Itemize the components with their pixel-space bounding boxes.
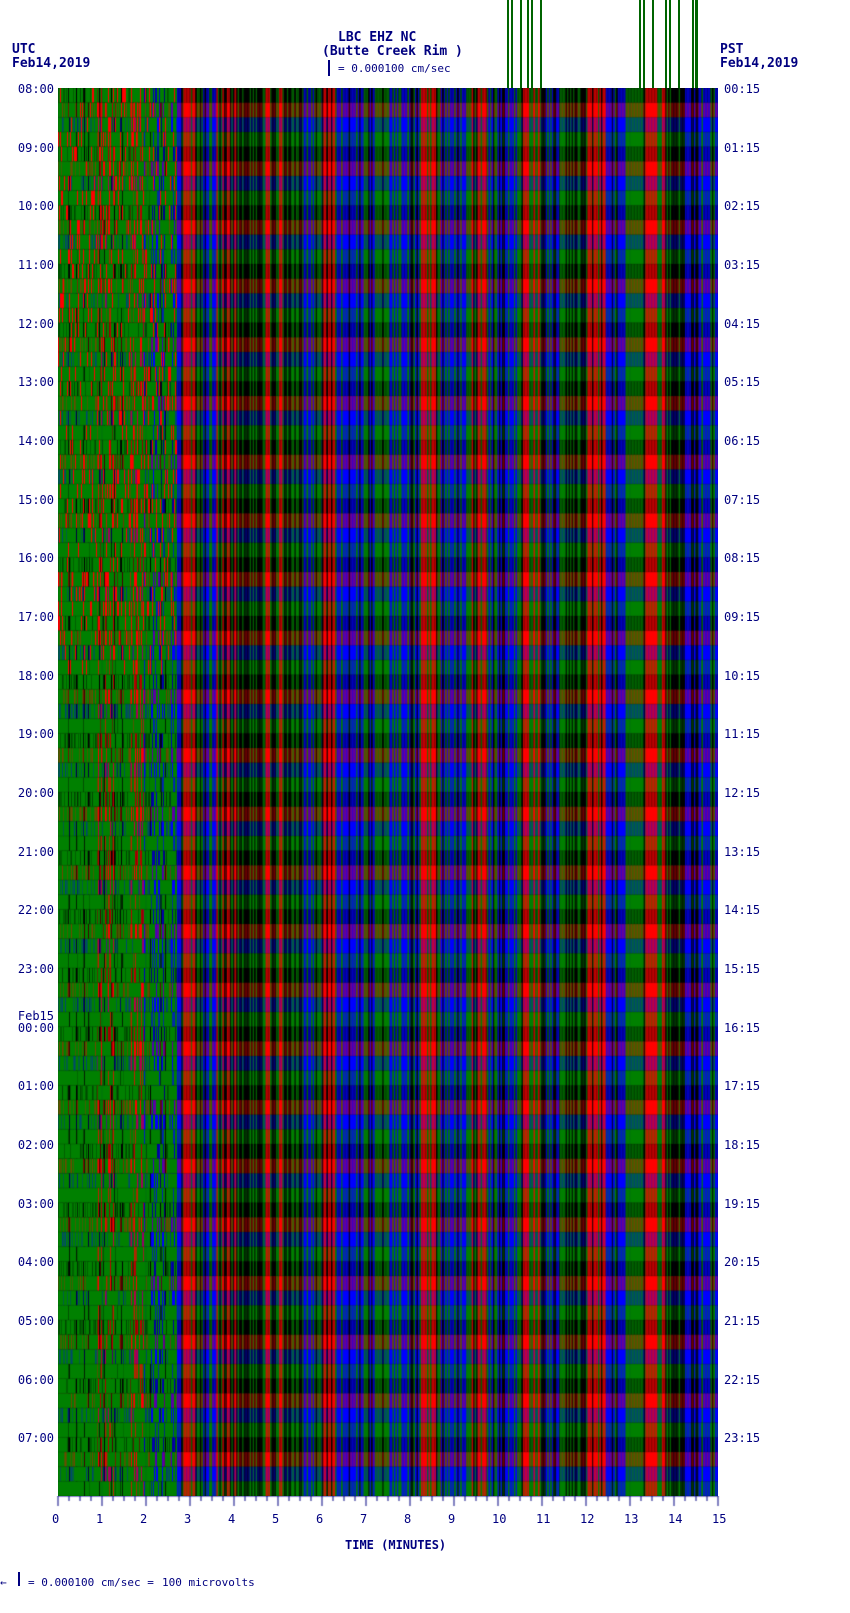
top-spike: [643, 0, 645, 88]
y-left-tick: 09:00: [4, 141, 54, 155]
footer-arrow-icon: ←: [0, 1576, 7, 1589]
top-spike: [669, 0, 671, 88]
y-left-tick: 06:00: [4, 1373, 54, 1387]
y-left-tick: 02:00: [4, 1138, 54, 1152]
y-left-tick: 00:00: [4, 1021, 54, 1035]
seismogram-canvas: [58, 88, 718, 1496]
y-left-tick: 15:00: [4, 493, 54, 507]
x-tick: 12: [580, 1512, 594, 1526]
y-right-tick: 01:15: [724, 141, 760, 155]
y-left-tick: 22:00: [4, 903, 54, 917]
x-tick: 8: [404, 1512, 411, 1526]
seismogram-plot: [58, 88, 718, 1496]
y-left-tick: 20:00: [4, 786, 54, 800]
y-left-tick: 12:00: [4, 317, 54, 331]
x-tick: 9: [448, 1512, 455, 1526]
y-right-tick: 20:15: [724, 1255, 760, 1269]
y-left-tick: 10:00: [4, 199, 54, 213]
top-spike: [639, 0, 641, 88]
y-left-tick: 03:00: [4, 1197, 54, 1211]
x-tick: 15: [712, 1512, 726, 1526]
footer-scale-text: = 0.000100 cm/sec =: [28, 1576, 154, 1589]
station-code: LBC EHZ NC: [338, 30, 416, 45]
y-left-tick: 14:00: [4, 434, 54, 448]
y-left-tick: 08:00: [4, 82, 54, 96]
y-left-tick: 23:00: [4, 962, 54, 976]
top-spike: [665, 0, 667, 88]
top-spike: [511, 0, 513, 88]
y-right-tick: 00:15: [724, 82, 760, 96]
header-scale-bar-icon: [328, 60, 330, 76]
header-scale-note: = 0.000100 cm/sec: [338, 62, 451, 75]
y-right-tick: 11:15: [724, 727, 760, 741]
utc-date: Feb14,2019: [12, 56, 90, 71]
top-spike: [540, 0, 542, 88]
y-left-tick: 11:00: [4, 258, 54, 272]
x-tick: 3: [184, 1512, 191, 1526]
x-tick: 10: [492, 1512, 506, 1526]
footer-microvolts: 100 microvolts: [162, 1576, 255, 1589]
footer-scale-bar-icon: [18, 1572, 20, 1586]
pst-date: Feb14,2019: [720, 56, 798, 71]
x-tick: 7: [360, 1512, 367, 1526]
y-left-tick: 01:00: [4, 1079, 54, 1093]
x-tick: 0: [52, 1512, 59, 1526]
y-right-tick: 03:15: [724, 258, 760, 272]
top-spike: [695, 0, 697, 88]
y-right-tick: 09:15: [724, 610, 760, 624]
y-right-tick: 13:15: [724, 845, 760, 859]
x-tick: 11: [536, 1512, 550, 1526]
top-spike: [692, 0, 694, 88]
top-spike: [678, 0, 680, 88]
x-tick: 4: [228, 1512, 235, 1526]
y-right-tick: 17:15: [724, 1079, 760, 1093]
y-right-tick: 14:15: [724, 903, 760, 917]
y-right-tick: 18:15: [724, 1138, 760, 1152]
y-right-tick: 15:15: [724, 962, 760, 976]
x-tick: 2: [140, 1512, 147, 1526]
top-spike: [520, 0, 522, 88]
x-tick: 13: [624, 1512, 638, 1526]
y-right-tick: 04:15: [724, 317, 760, 331]
x-tick: 14: [668, 1512, 682, 1526]
y-right-tick: 07:15: [724, 493, 760, 507]
top-spike: [652, 0, 654, 88]
pst-label: PST: [720, 42, 743, 57]
x-tick: 6: [316, 1512, 323, 1526]
y-left-tick: 13:00: [4, 375, 54, 389]
y-left-tick: 17:00: [4, 610, 54, 624]
top-spike: [527, 0, 529, 88]
x-tick: 1: [96, 1512, 103, 1526]
y-left-tick: 05:00: [4, 1314, 54, 1328]
y-right-tick: 06:15: [724, 434, 760, 448]
seismogram-container: UTC Feb14,2019 LBC EHZ NC (Butte Creek R…: [0, 0, 850, 1613]
y-right-tick: 23:15: [724, 1431, 760, 1445]
y-right-tick: 05:15: [724, 375, 760, 389]
y-left-tick: 18:00: [4, 669, 54, 683]
x-axis-ticks: [56, 1496, 720, 1514]
y-right-tick: 21:15: [724, 1314, 760, 1328]
y-left-tick: 21:00: [4, 845, 54, 859]
y-right-tick: 16:15: [724, 1021, 760, 1035]
y-right-tick: 08:15: [724, 551, 760, 565]
y-left-tick: 04:00: [4, 1255, 54, 1269]
y-left-tick: 16:00: [4, 551, 54, 565]
y-right-tick: 19:15: [724, 1197, 760, 1211]
x-tick: 5: [272, 1512, 279, 1526]
y-right-tick: 12:15: [724, 786, 760, 800]
utc-label: UTC: [12, 42, 35, 57]
x-axis-label: TIME (MINUTES): [345, 1538, 446, 1552]
top-spike: [531, 0, 533, 88]
y-left-tick: 07:00: [4, 1431, 54, 1445]
y-right-tick: 10:15: [724, 669, 760, 683]
y-right-tick: 22:15: [724, 1373, 760, 1387]
station-location: (Butte Creek Rim ): [322, 44, 463, 59]
top-spike: [507, 0, 509, 88]
y-left-tick: 19:00: [4, 727, 54, 741]
y-right-tick: 02:15: [724, 199, 760, 213]
